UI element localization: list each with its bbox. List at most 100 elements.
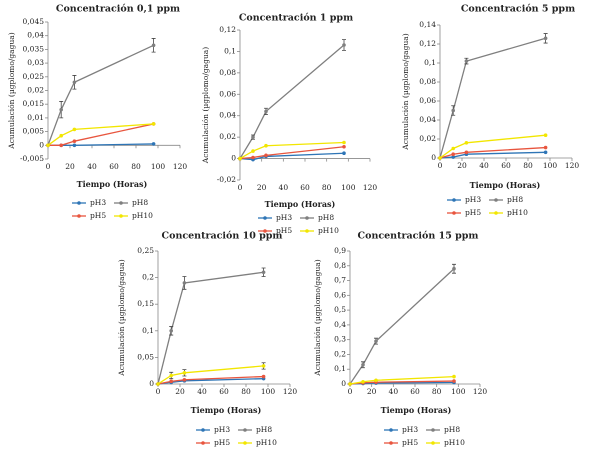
x-tick-label: 80 xyxy=(432,387,442,396)
series-line xyxy=(157,271,264,385)
legend-label: pH10 xyxy=(444,438,465,447)
data-point xyxy=(72,80,77,85)
legend-label: pH8 xyxy=(507,195,523,204)
data-point xyxy=(451,152,456,156)
y-tick-label: 0,08 xyxy=(219,68,236,77)
y-tick-label: 0 xyxy=(149,379,154,388)
x-tick-label: 20 xyxy=(457,161,467,170)
y-tick-label: 0,03 xyxy=(27,58,44,67)
x-axis-label: Tiempo (Horas) xyxy=(265,199,336,209)
data-point xyxy=(451,155,456,159)
y-tick-label: 0 xyxy=(431,153,436,162)
data-point xyxy=(59,107,63,112)
data-point xyxy=(438,156,442,160)
chart-panel: Concentración 0,1 ppm Tiempo (Horas) Acumu… xyxy=(7,4,187,221)
data-point xyxy=(72,127,77,132)
y-tick-label: 0,1 xyxy=(224,46,236,55)
y-tick-label: 0,2 xyxy=(334,349,346,358)
y-tick-label: 0,05 xyxy=(137,352,154,361)
legend-label: pH8 xyxy=(132,198,148,207)
y-tick-label: 0,015 xyxy=(23,99,45,108)
data-point xyxy=(342,43,346,47)
x-tick-label: 120 xyxy=(283,387,298,396)
data-point xyxy=(464,150,469,155)
data-point xyxy=(251,149,255,153)
x-tick-label: 80 xyxy=(523,161,533,170)
series-line xyxy=(439,134,546,159)
y-axis-label: Acumulación (µgplomo/gagua) xyxy=(313,259,322,376)
data-point xyxy=(264,109,268,114)
y-tick-label: 0,02 xyxy=(219,132,236,141)
legend-label: pH5 xyxy=(402,438,418,447)
chart-title: Concentración 10 ppm xyxy=(162,231,283,242)
y-tick-label: 0,7 xyxy=(334,276,346,285)
y-tick-label: 0,06 xyxy=(419,96,436,105)
data-point xyxy=(169,379,173,384)
chart-panel: Concentración 15 ppm Tiempo (Horas) Acumul… xyxy=(313,231,487,448)
x-tick-label: 120 xyxy=(565,161,580,170)
x-tick-label: 40 xyxy=(479,161,489,170)
data-point xyxy=(374,378,378,383)
y-axis-label: Acumulación (µgplomo/gagua) xyxy=(201,47,210,164)
y-axis-label: Acumulación (µgplomo/gagua) xyxy=(117,259,126,376)
legend-marker xyxy=(77,201,81,205)
legend-label: pH3 xyxy=(402,425,418,434)
x-axis-label: Tiempo (Horas) xyxy=(77,179,148,189)
x-tick-label: 0 xyxy=(156,387,161,396)
data-point xyxy=(261,364,266,368)
data-point xyxy=(452,374,456,379)
y-tick-label: -0,02 xyxy=(217,175,236,184)
legend-marker xyxy=(452,198,456,202)
y-tick-label: 0,08 xyxy=(419,77,436,86)
y-tick-label: 0,1 xyxy=(334,364,346,373)
x-tick-label: 60 xyxy=(410,387,420,396)
legend-marker xyxy=(389,428,393,432)
legend-marker xyxy=(431,428,435,432)
data-point xyxy=(151,122,156,126)
legend-marker xyxy=(305,216,309,220)
data-point xyxy=(374,339,378,343)
x-tick-label: 20 xyxy=(175,387,185,396)
data-point xyxy=(182,377,187,382)
legend-marker xyxy=(119,201,123,205)
series-line xyxy=(349,268,455,385)
series-line xyxy=(47,44,154,146)
y-tick-label: 0,1 xyxy=(424,58,436,67)
data-point xyxy=(151,142,156,146)
y-tick-label: 0,12 xyxy=(219,25,236,34)
data-point xyxy=(342,151,346,156)
y-tick-label: 0,2 xyxy=(142,273,154,282)
y-tick-label: 0,02 xyxy=(27,86,44,95)
x-tick-label: 100 xyxy=(261,387,276,396)
chart-title: Concentración 15 ppm xyxy=(358,231,479,242)
x-tick-label: 40 xyxy=(87,162,97,171)
data-point xyxy=(451,146,456,151)
x-tick-label: 60 xyxy=(300,183,310,192)
legend-label: pH10 xyxy=(318,226,339,235)
x-tick-label: 80 xyxy=(322,183,332,192)
y-tick-label: 0,4 xyxy=(334,320,346,329)
x-tick-label: 40 xyxy=(197,387,207,396)
series-line xyxy=(239,152,345,161)
y-axis-label: Acumulación (µgplomo/gagua) xyxy=(7,32,16,149)
legend-marker xyxy=(389,441,393,445)
x-tick-label: 120 xyxy=(473,387,488,396)
legend-label: pH5 xyxy=(276,226,292,235)
x-tick-label: 20 xyxy=(65,162,75,171)
x-tick-label: 60 xyxy=(501,161,511,170)
x-tick-label: 0 xyxy=(46,162,51,171)
legend-marker xyxy=(243,428,247,432)
legend-marker xyxy=(305,229,309,233)
data-point xyxy=(543,36,548,41)
data-point xyxy=(151,43,156,48)
series-line xyxy=(239,141,345,160)
legend-label: pH5 xyxy=(465,208,481,217)
data-point xyxy=(156,382,160,386)
data-point xyxy=(464,59,469,63)
data-point xyxy=(342,144,346,149)
x-tick-label: 40 xyxy=(389,387,399,396)
data-point xyxy=(452,379,456,383)
x-tick-label: 0 xyxy=(238,183,243,192)
data-point xyxy=(261,374,266,379)
legend-label: pH8 xyxy=(256,425,272,434)
